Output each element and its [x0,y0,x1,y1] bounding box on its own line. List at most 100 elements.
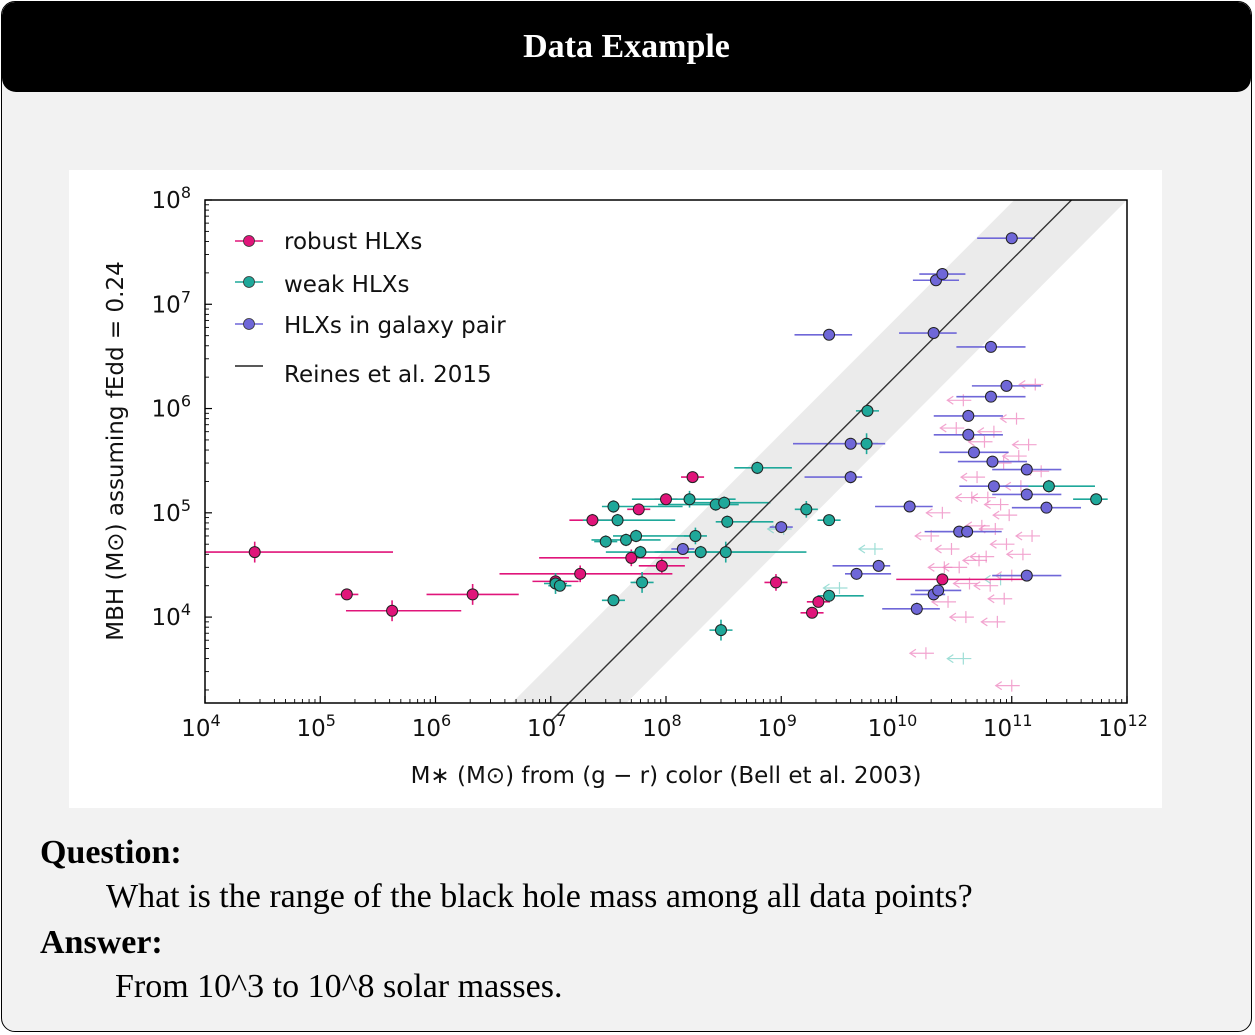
data-point [932,584,945,597]
data-point [823,589,836,602]
upper-limit-arrowhead [927,562,935,572]
data-point [611,514,624,527]
upper-limit-marker [973,579,999,592]
data-point [806,606,819,619]
data-point [910,602,923,615]
upper-limit-arrowhead [1011,440,1019,450]
y-tick-label: 105 [152,496,191,527]
data-point [1040,501,1053,514]
upper-limit-arrowhead [939,423,947,433]
header-title: Data Example [523,28,730,65]
data-point [630,529,643,542]
data-point [984,390,997,403]
upper-limit-marker [1011,438,1037,451]
data-point [636,576,649,589]
weak-upper-limit-marker [946,652,972,665]
legend-label-weak: weak HLXs [284,272,410,298]
data-point [1020,569,1033,582]
upper-limit-marker [925,506,951,519]
legend-item-robust: robust HLXs [235,229,422,255]
upper-limit-marker [948,611,974,624]
upper-limit-marker [1005,548,1031,561]
upper-limit-arrowhead [908,648,917,658]
data-point [823,514,836,527]
upper-limit-marker [927,561,953,574]
data-point [607,500,620,513]
data-point [719,546,732,559]
upper-limit-marker [978,522,1004,535]
upper-limit-arrowhead [1018,380,1026,390]
reines-relation-line [550,199,1073,722]
y-tick-label: 107 [152,287,191,318]
upper-limit-marker [983,498,1009,511]
data-point [769,576,782,589]
legend-item-pair: HLXs in galaxy pair [235,313,506,339]
upper-limit-marker [939,422,965,435]
data-point [927,327,940,340]
x-tick-label: 105 [297,711,336,742]
upper-limit-arrowhead [961,555,970,565]
data-point [632,503,645,516]
x-tick-label: 109 [758,711,797,742]
upper-limit-arrowhead [987,594,995,604]
data-point [607,594,620,607]
data-point [962,428,975,441]
data-point [751,461,764,474]
data-point [1042,480,1055,493]
data-point [718,496,731,509]
question-label: Question: [40,834,182,871]
upper-limit-arrowhead [994,681,1003,691]
data-point [961,525,974,538]
data-point [844,471,857,484]
upper-limit-arrowhead [969,552,977,562]
x-tick-label: 104 [181,711,220,742]
upper-limit-marker [934,542,960,555]
data-point [1020,488,1033,501]
x-tick-label: 1012 [1098,711,1148,742]
x-tick-label: 1011 [983,711,1033,742]
upper-limit-arrowhead [980,617,988,627]
data-point [340,588,353,601]
upper-limit-marker [992,509,1018,522]
data-point [620,533,633,546]
legend-item-weak: weak HLXs [235,272,410,298]
data-point [1005,232,1018,245]
upper-limit-arrowhead [1014,531,1023,541]
upper-limit-arrowhead [1001,451,1010,461]
upper-limit-arrowhead [992,510,1000,520]
legend-label-reines: Reines et al. 2015 [284,362,492,388]
data-point [683,493,696,506]
upper-limit-marker [980,615,1006,628]
upper-limit-arrowhead [959,472,968,482]
data-point [967,446,980,459]
upper-limit-marker [959,471,986,484]
upper-limit-arrowhead [946,395,954,405]
data-point [850,567,863,580]
upper-limit-arrowhead [914,531,922,541]
legend-label-robust: robust HLXs [284,229,422,255]
answer-text: From 10^3 to 10^8 solar masses. [115,968,563,1005]
x-axis-label: M∗ (M⊙) from (g − r) color (Bell et al. … [411,763,922,789]
y-tick-label: 108 [152,183,191,214]
upper-limit-arrowhead [857,544,866,554]
upper-limit-arrowhead [952,578,960,588]
data-point [386,604,399,617]
data-point [634,546,647,559]
data-point [1000,379,1013,392]
data-point [1020,463,1033,476]
upper-limit-marker [976,425,1002,438]
data-point [599,535,612,548]
data-point [625,551,638,564]
upper-limit-marker [987,592,1013,605]
upper-limit-arrowhead [934,544,942,554]
upper-limit-arrowhead [948,612,957,622]
data-point [660,493,672,506]
upper-limit-arrowhead [970,493,979,503]
data-point [800,503,813,516]
data-point [775,521,788,534]
y-tick-label: 106 [152,392,191,423]
y-axis-label: MBH (M⊙) assuming fEdd = 0.24 [103,261,129,640]
data-point [553,579,566,592]
data-point [655,559,668,572]
